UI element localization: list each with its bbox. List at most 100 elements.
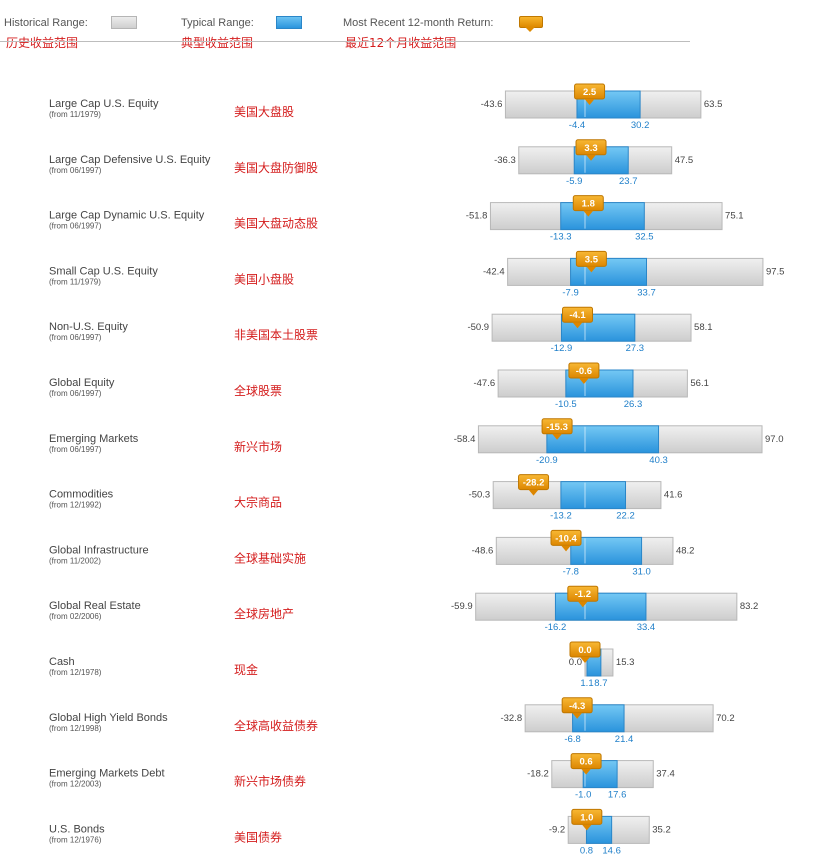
asset-annotation: 全球房地产 xyxy=(234,606,294,621)
asset-row: Large Cap Defensive U.S. Equity(from 06/… xyxy=(49,139,694,187)
asset-start-date: (from 12/1976) xyxy=(49,835,102,844)
asset-start-date: (from 11/1979) xyxy=(49,277,101,286)
historical-max-label: 47.5 xyxy=(675,155,694,166)
typical-range-bar xyxy=(560,481,627,510)
recent-return-label: 1.8 xyxy=(582,199,595,210)
historical-min-label: -9.2 xyxy=(549,824,565,835)
recent-return-label: -28.2 xyxy=(523,478,545,489)
asset-name: Non-U.S. Equity xyxy=(49,321,128,333)
asset-name: Global Real Estate xyxy=(49,600,141,612)
legend-recent-annotation: 最近12个月收益范围 xyxy=(345,36,457,50)
recent-return-pointer xyxy=(561,545,572,552)
typical-min-label: -13.3 xyxy=(550,232,572,243)
legend-recent-marker-tip xyxy=(525,27,535,32)
historical-min-label: -36.3 xyxy=(494,155,516,166)
legend-typical-swatch xyxy=(276,16,302,29)
recent-return-label: -10.4 xyxy=(555,533,577,544)
asset-annotation: 新兴市场债券 xyxy=(234,774,306,789)
typical-min-label: -6.8 xyxy=(564,734,580,745)
legend-historical-swatch xyxy=(111,16,137,29)
recent-return-label: -4.3 xyxy=(569,701,585,712)
asset-name: Emerging Markets Debt xyxy=(49,768,165,780)
typical-min-label: -20.9 xyxy=(536,455,558,466)
typical-min-label: -1.0 xyxy=(575,790,591,801)
recent-return-pointer xyxy=(586,154,597,161)
recent-return-label: -1.2 xyxy=(575,589,591,600)
typical-min-label: -16.2 xyxy=(545,622,567,633)
legend-historical-label: Historical Range: xyxy=(4,17,88,29)
historical-min-label: -50.9 xyxy=(467,322,489,333)
asset-row: Global Equity(from 06/1997) 全球股票 -47.6 56.1… xyxy=(49,362,709,410)
historical-min-label: -18.2 xyxy=(527,769,549,780)
asset-start-date: (from 12/1978) xyxy=(49,668,102,677)
typical-min-label: -10.5 xyxy=(555,399,577,410)
asset-name: Global Infrastructure xyxy=(49,544,149,556)
asset-annotation: 美国大盘动态股 xyxy=(234,216,318,231)
recent-return-pointer xyxy=(572,712,583,719)
typical-range-bar xyxy=(570,536,643,565)
asset-annotation: 美国小盘股 xyxy=(234,271,294,286)
asset-annotation: 新兴市场 xyxy=(234,439,282,454)
recent-return-pointer xyxy=(577,601,588,608)
typical-max-label: 8.7 xyxy=(594,678,607,689)
historical-min-label: 0.0 xyxy=(569,657,582,668)
historical-max-label: 56.1 xyxy=(690,378,709,389)
typical-min-label: 0.8 xyxy=(580,845,593,856)
historical-max-label: 35.2 xyxy=(652,824,671,835)
typical-min-label: -12.9 xyxy=(551,343,573,354)
recent-return-pointer xyxy=(580,657,590,663)
asset-annotation: 非美国本土股票 xyxy=(234,328,318,342)
historical-max-label: 97.0 xyxy=(765,434,784,445)
historical-min-label: -51.8 xyxy=(466,211,488,222)
asset-start-date: (from 06/1997) xyxy=(49,389,102,398)
historical-min-label: -32.8 xyxy=(500,713,522,724)
recent-return-pointer xyxy=(583,210,594,217)
asset-row: Large Cap Dynamic U.S. Equity(from 06/19… xyxy=(49,195,744,243)
asset-row: Large Cap U.S. Equity(from 11/1979) 美国大盘股… xyxy=(49,83,723,131)
asset-start-date: (from 06/1997) xyxy=(49,166,102,175)
historical-min-label: -43.6 xyxy=(481,99,503,110)
typical-max-label: 32.5 xyxy=(635,232,654,243)
historical-max-label: 48.2 xyxy=(676,545,695,556)
asset-name: Emerging Markets xyxy=(49,433,139,445)
asset-annotation: 大宗商品 xyxy=(234,495,282,510)
typical-min-label: -7.8 xyxy=(563,566,579,577)
typical-max-label: 30.2 xyxy=(631,120,650,131)
historical-min-label: -48.6 xyxy=(472,545,494,556)
asset-name: Large Cap Dynamic U.S. Equity xyxy=(49,210,205,222)
recent-return-label: 0.0 xyxy=(578,645,591,656)
legend-recent-label: Most Recent 12-month Return: xyxy=(343,17,494,29)
asset-row: Global Real Estate(from 02/2006) 全球房地产 -59… xyxy=(49,585,758,633)
historical-max-label: 97.5 xyxy=(766,266,785,277)
recent-return-pointer xyxy=(586,266,597,273)
recent-return-label: 3.3 xyxy=(584,143,597,154)
historical-max-label: 37.4 xyxy=(656,769,675,780)
legend-historical-annotation: 历史收益范围 xyxy=(6,36,79,50)
typical-range-bar xyxy=(565,369,634,398)
asset-start-date: (from 06/1997) xyxy=(49,445,102,454)
recent-return-pointer xyxy=(578,378,589,384)
asset-row: Non-U.S. Equity(from 06/1997) 非美国本土股票 -50.… xyxy=(49,306,713,354)
asset-start-date: (from 12/1998) xyxy=(49,724,102,733)
typical-max-label: 33.4 xyxy=(637,622,656,633)
historical-max-label: 75.1 xyxy=(725,211,744,222)
historical-min-label: -58.4 xyxy=(454,434,476,445)
asset-start-date: (from 11/1979) xyxy=(49,110,101,119)
asset-start-date: (from 12/2003) xyxy=(49,780,102,789)
recent-return-pointer xyxy=(528,489,539,496)
recent-return-label: 2.5 xyxy=(583,87,597,98)
typical-max-label: 27.3 xyxy=(626,343,645,354)
asset-annotation: 现金 xyxy=(234,662,258,677)
asset-annotation: 全球股票 xyxy=(234,383,282,398)
historical-max-label: 58.1 xyxy=(694,322,713,333)
asset-name: Large Cap U.S. Equity xyxy=(49,98,159,110)
typical-min-label: -7.9 xyxy=(562,287,578,298)
asset-start-date: (from 06/1997) xyxy=(49,333,102,342)
typical-max-label: 26.3 xyxy=(624,399,643,410)
asset-annotation: 全球基础实施 xyxy=(234,550,306,565)
historical-max-label: 63.5 xyxy=(704,99,723,110)
recent-return-pointer xyxy=(581,824,592,831)
legend-divider xyxy=(0,41,690,42)
asset-annotation: 美国债券 xyxy=(234,829,282,844)
